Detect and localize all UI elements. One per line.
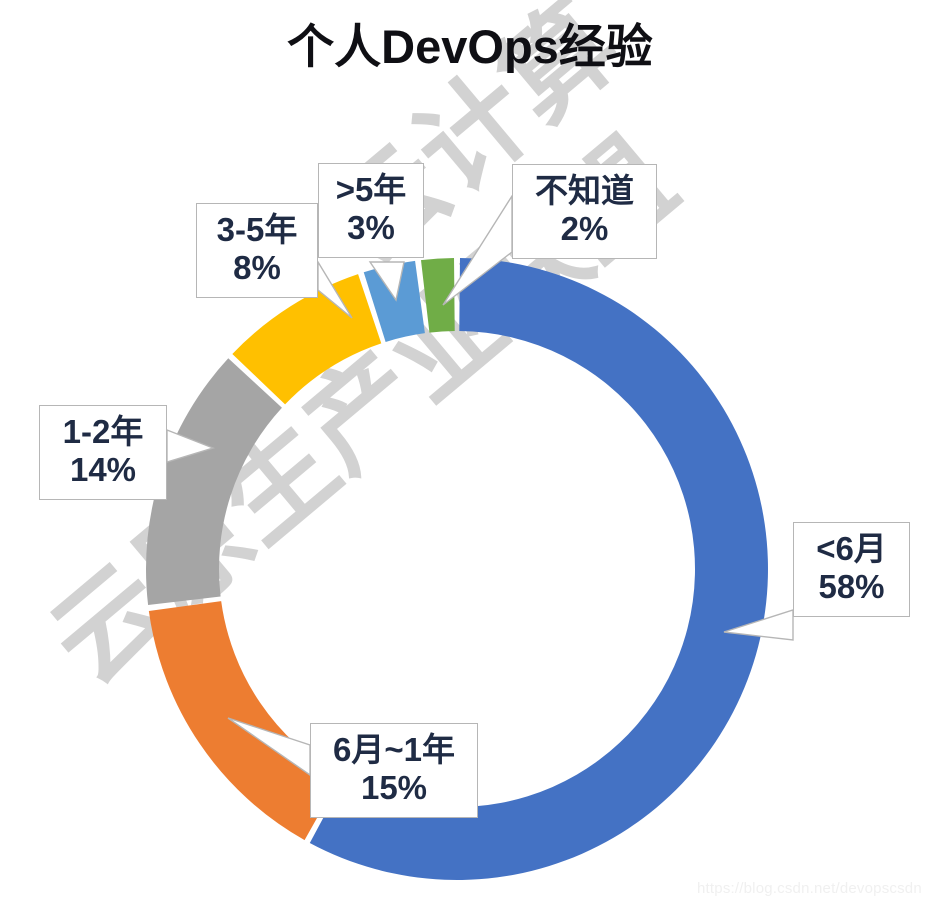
watermark-url: https://blog.csdn.net/devopscsdn xyxy=(697,880,922,897)
callout-3to5[interactable]: 3-5年 8% xyxy=(196,203,318,298)
callout-1to2-name: 1-2年 xyxy=(62,413,144,450)
callout-6m1y-name: 6月~1年 xyxy=(333,731,455,768)
callout-lt6m-name: <6月 xyxy=(816,530,887,567)
callout-3to5-name: 3-5年 xyxy=(216,211,298,248)
callout-gt5-pct: 3% xyxy=(347,209,395,247)
callout-unknown-pct: 2% xyxy=(560,210,609,248)
callout-3to5-pct: 8% xyxy=(233,249,281,287)
doughnut-slice-1[interactable] xyxy=(309,258,768,880)
callout-lt6m-pct: 58% xyxy=(818,568,885,606)
doughnut-slice-6[interactable] xyxy=(420,258,455,333)
callout-6m1y[interactable]: 6月~1年 15% xyxy=(310,723,478,818)
callout-1to2-pct: 14% xyxy=(69,451,137,489)
callout-lt6m[interactable]: <6月 58% xyxy=(793,522,910,617)
callout-6m1y-pct: 15% xyxy=(360,769,428,807)
callout-unknown-name: 不知道 xyxy=(535,172,634,209)
callout-unknown[interactable]: 不知道 2% xyxy=(512,164,657,259)
callout-1to2[interactable]: 1-2年 14% xyxy=(39,405,167,500)
doughnut-slice-3[interactable] xyxy=(145,358,282,606)
callout-gt5-name: >5年 xyxy=(335,171,407,208)
callout-gt5[interactable]: >5年 3% xyxy=(318,163,424,258)
chart-title: 个人DevOps经验 xyxy=(287,20,653,73)
